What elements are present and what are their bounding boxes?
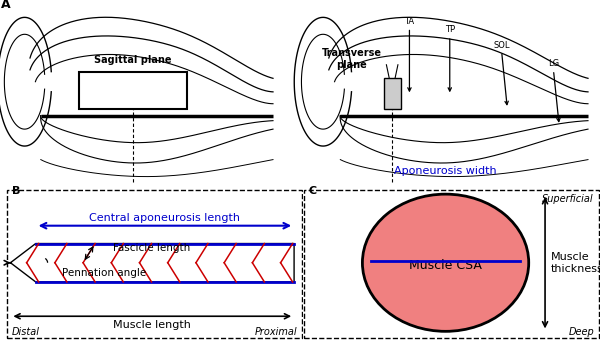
Bar <box>79 72 187 109</box>
Text: Fascicle length: Fascicle length <box>113 243 190 253</box>
Text: SOL: SOL <box>493 40 510 49</box>
Bar <box>383 78 401 109</box>
Text: TA: TA <box>404 17 415 26</box>
Text: Muscle
thickness: Muscle thickness <box>551 252 600 273</box>
Text: Deep: Deep <box>568 327 594 337</box>
Text: Proximal: Proximal <box>254 327 297 337</box>
Text: A: A <box>1 0 10 11</box>
Text: Transverse
plane: Transverse plane <box>322 48 382 70</box>
Text: Pennation angle: Pennation angle <box>62 268 146 278</box>
Text: Muscle CSA: Muscle CSA <box>409 259 482 272</box>
Text: Sagittal plane: Sagittal plane <box>94 55 172 65</box>
Ellipse shape <box>362 194 529 331</box>
Text: C: C <box>309 186 317 196</box>
Text: B: B <box>12 186 20 196</box>
Text: TP: TP <box>445 25 455 34</box>
Text: Distal: Distal <box>12 327 40 337</box>
Text: Superficial: Superficial <box>542 194 594 204</box>
Text: Muscle length: Muscle length <box>113 320 191 330</box>
Text: Central aponeurosis length: Central aponeurosis length <box>89 213 241 223</box>
Text: Aponeurosis width: Aponeurosis width <box>394 166 497 176</box>
Text: LG: LG <box>548 59 559 68</box>
